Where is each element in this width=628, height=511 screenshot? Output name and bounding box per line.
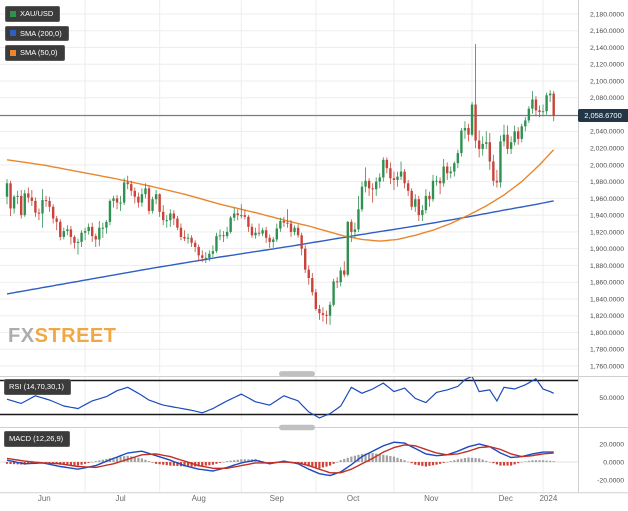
chart-legend: XAU/USD SMA (200,0) SMA (50,0) (5, 6, 69, 61)
macd-signal-line (6, 444, 554, 474)
fxstreet-logo: FXSTREET (8, 325, 116, 348)
svg-text:2,020.0000: 2,020.0000 (590, 145, 624, 152)
sma200-label: SMA (200,0) (20, 28, 62, 38)
gridlines (0, 0, 578, 492)
svg-text:1,860.0000: 1,860.0000 (590, 280, 624, 287)
panel-resize-handle-macd[interactable] (279, 424, 315, 431)
svg-text:2,080.0000: 2,080.0000 (590, 95, 624, 102)
svg-text:0.0000: 0.0000 (603, 459, 624, 466)
price-axis[interactable]: 2,180.0000 2,160.0000 2,140.0000 2,120.0000… (590, 11, 624, 484)
sma50-label: SMA (50,0) (20, 48, 58, 57)
svg-text:2,180.0000: 2,180.0000 (590, 11, 624, 18)
svg-text:1,760.0000: 1,760.0000 (590, 363, 624, 370)
svg-text:1,920.0000: 1,920.0000 (590, 229, 624, 236)
panel-resize-handle-rsi[interactable] (279, 371, 315, 377)
svg-text:Jul: Jul (115, 494, 125, 503)
macd-indicator-badge[interactable]: MACD (12,26,9) (4, 431, 71, 447)
macd-panel[interactable] (0, 441, 578, 477)
svg-text:1,840.0000: 1,840.0000 (590, 296, 624, 303)
candlestick-series-icon (10, 10, 16, 17)
svg-text:2,140.0000: 2,140.0000 (590, 45, 624, 52)
macd-indicator-label: MACD (12,26,9) (9, 434, 64, 443)
rsi-indicator-badge[interactable]: RSI (14,70,30,1) (4, 379, 72, 395)
svg-text:2,120.0000: 2,120.0000 (590, 62, 624, 69)
svg-text:2024: 2024 (539, 494, 557, 503)
last-price-tag: 2,058.6700 (578, 109, 628, 122)
symbol-label: XAU/USD (20, 9, 54, 18)
svg-text:Dec: Dec (499, 494, 513, 503)
svg-text:1,820.0000: 1,820.0000 (590, 313, 624, 320)
svg-text:1,880.0000: 1,880.0000 (590, 263, 624, 270)
main-price-panel[interactable] (5, 44, 555, 325)
svg-text:50.0000: 50.0000 (599, 395, 624, 402)
svg-text:1,800.0000: 1,800.0000 (590, 330, 624, 337)
svg-text:1,960.0000: 1,960.0000 (590, 196, 624, 203)
rsi-line (6, 377, 554, 419)
sma200-badge[interactable]: SMA (200,0) (5, 25, 69, 41)
svg-text:1,780.0000: 1,780.0000 (590, 347, 624, 354)
svg-text:Nov: Nov (424, 494, 438, 503)
rsi-panel[interactable] (6, 376, 554, 419)
svg-text:1,900.0000: 1,900.0000 (590, 246, 624, 253)
svg-text:Oct: Oct (347, 494, 360, 503)
sma200-series-icon (10, 30, 16, 37)
svg-text:20.0000: 20.0000 (599, 441, 624, 448)
svg-text:Aug: Aug (192, 494, 206, 503)
fxstreet-logo-street: STREET (34, 325, 117, 347)
svg-text:Sep: Sep (270, 494, 285, 503)
svg-text:2,040.0000: 2,040.0000 (590, 129, 624, 136)
svg-text:-20.0000: -20.0000 (597, 477, 624, 484)
svg-text:2,100.0000: 2,100.0000 (590, 78, 624, 85)
sma50-series-icon (10, 49, 16, 56)
svg-text:Jun: Jun (38, 494, 51, 503)
time-axis[interactable]: Jun Jul Aug Sep Oct Nov Dec 2024 (38, 494, 558, 503)
rsi-indicator-label: RSI (14,70,30,1) (9, 382, 65, 391)
svg-text:1,980.0000: 1,980.0000 (590, 179, 624, 186)
svg-text:1,940.0000: 1,940.0000 (590, 213, 624, 220)
sma50-badge[interactable]: SMA (50,0) (5, 45, 65, 61)
fxstreet-logo-fx: FX (8, 325, 35, 347)
svg-text:2,000.0000: 2,000.0000 (590, 162, 624, 169)
symbol-badge[interactable]: XAU/USD (5, 6, 61, 22)
candlestick-series (5, 44, 555, 325)
svg-text:2,160.0000: 2,160.0000 (590, 28, 624, 35)
